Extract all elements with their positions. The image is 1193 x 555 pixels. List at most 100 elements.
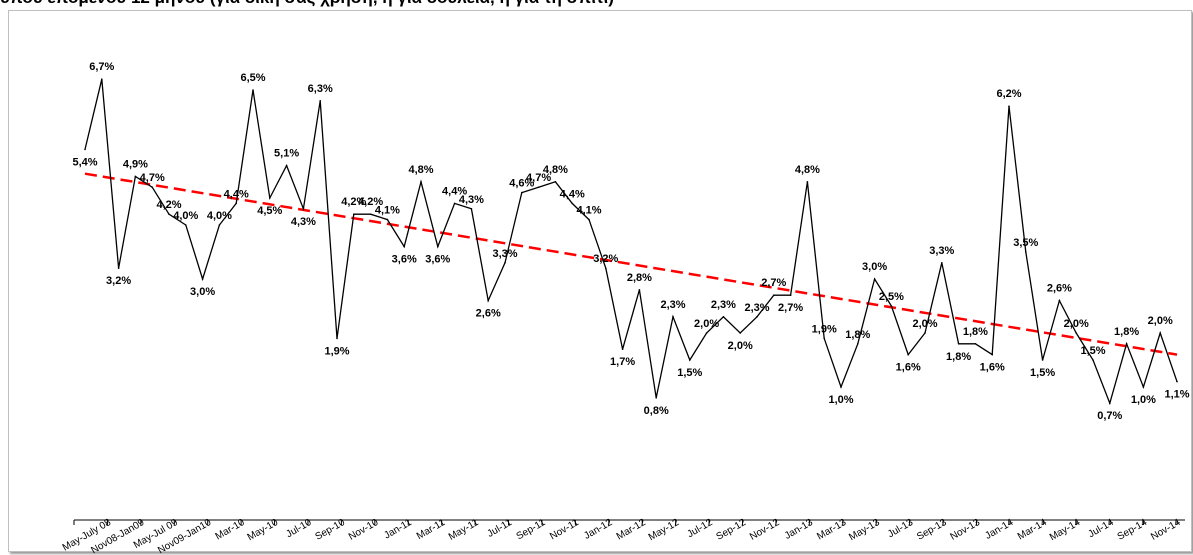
data-label: 2,5%	[879, 291, 904, 303]
data-point	[773, 294, 775, 297]
data-point	[504, 262, 506, 264]
data-label: 1,5%	[1080, 345, 1105, 357]
data-point	[101, 78, 103, 80]
data-point	[252, 89, 254, 91]
data-point	[403, 245, 406, 248]
data-label: 4,1%	[375, 205, 400, 217]
data-label: 1,8%	[963, 326, 988, 338]
data-point	[689, 359, 691, 361]
data-label: 4,4%	[224, 188, 249, 200]
data-point	[957, 343, 960, 345]
data-label: 6,5%	[240, 72, 265, 84]
data-point	[655, 397, 657, 399]
trend-line	[84, 172, 1178, 356]
data-label: 2,0%	[1064, 318, 1089, 330]
x-tick-label: May-12	[647, 517, 682, 543]
x-tick-label: Sep-10	[313, 517, 347, 543]
data-point	[1125, 343, 1128, 345]
x-tick-label: Mar-14	[1016, 517, 1049, 543]
x-tick-label: Nov-14	[1149, 517, 1183, 543]
x-tick-label: Mar-12	[615, 517, 648, 543]
data-label: 1,8%	[946, 351, 971, 363]
x-tick-label: Sep-14	[1116, 517, 1150, 543]
x-tick-label: Mar-10	[214, 517, 247, 543]
data-label: 3,5%	[1013, 237, 1038, 249]
data-label: 2,3%	[744, 302, 769, 314]
data-point	[991, 353, 993, 356]
data-point	[588, 218, 590, 221]
data-label: 1,6%	[896, 362, 921, 374]
data-point	[705, 332, 708, 334]
series-line	[84, 79, 1178, 406]
data-point	[1025, 251, 1027, 253]
data-label: 3,3%	[492, 248, 517, 260]
x-tick-label: Mar-13	[815, 517, 848, 543]
data-label: 4,7%	[140, 172, 165, 184]
data-point	[1008, 105, 1010, 107]
data-point	[453, 202, 456, 205]
data-label: 1,1%	[1164, 389, 1189, 401]
data-label: 4,6%	[509, 178, 534, 190]
data-label: 2,8%	[627, 272, 652, 284]
data-point	[605, 267, 607, 270]
x-tick-label: May-14	[1048, 517, 1083, 543]
data-label: 6,2%	[996, 88, 1021, 100]
data-point	[353, 213, 355, 215]
chart-frame	[8, 10, 1192, 552]
data-point	[1142, 386, 1145, 388]
data-label: 2,7%	[778, 302, 803, 314]
data-point	[1092, 359, 1094, 361]
data-label: 4,2%	[156, 199, 181, 211]
data-label: 4,5%	[257, 205, 282, 217]
x-tick-label: Nov-13	[949, 517, 983, 543]
data-label: 2,6%	[476, 308, 501, 320]
data-label: 4,8%	[795, 164, 820, 176]
x-tick-label: Jan-11	[382, 517, 414, 542]
data-point	[941, 262, 943, 264]
data-label: 1,0%	[1131, 394, 1156, 406]
data-point	[537, 186, 540, 188]
x-tick-label: May-13	[847, 517, 882, 543]
data-point	[336, 337, 338, 340]
data-point	[739, 332, 741, 334]
data-point	[806, 181, 809, 183]
data-point	[722, 316, 725, 318]
data-point	[218, 224, 221, 226]
data-label: 6,7%	[89, 61, 114, 73]
data-point	[235, 202, 237, 205]
data-point	[269, 197, 271, 199]
x-tick-label: Jan-13	[783, 517, 815, 542]
data-label: 1,6%	[980, 362, 1005, 374]
data-label: 4,2%	[358, 196, 383, 208]
data-label: 4,4%	[442, 185, 467, 197]
data-point	[873, 278, 876, 280]
data-label: 4,3%	[459, 194, 484, 206]
data-label: 2,3%	[660, 299, 685, 311]
data-label: 4,0%	[207, 210, 232, 222]
x-tick-label: Sep-13	[915, 517, 949, 543]
data-point	[1159, 332, 1161, 334]
data-point	[823, 337, 825, 340]
data-point	[924, 332, 926, 334]
data-label: 1,8%	[845, 329, 870, 341]
data-label: 4,8%	[408, 164, 433, 176]
data-point	[319, 100, 322, 102]
x-tick-label: May-10	[246, 517, 281, 543]
data-label: 2,0%	[912, 318, 937, 330]
x-tick-label: Sep-11	[515, 517, 548, 542]
data-label: 2,0%	[728, 340, 753, 352]
data-point	[1176, 380, 1178, 383]
data-point	[487, 299, 490, 302]
data-label: 3,6%	[392, 254, 417, 266]
data-point	[1109, 402, 1111, 405]
data-label: 4,2%	[341, 196, 366, 208]
data-point	[1058, 299, 1061, 302]
x-tick-label: Jan-14	[983, 517, 1015, 542]
data-label: 2,7%	[761, 277, 786, 289]
data-label: 1,0%	[828, 394, 853, 406]
x-tick-label: Mar-11	[415, 517, 448, 542]
data-label: 4,1%	[576, 205, 601, 217]
data-point	[117, 267, 120, 270]
data-label: 6,3%	[308, 83, 333, 95]
